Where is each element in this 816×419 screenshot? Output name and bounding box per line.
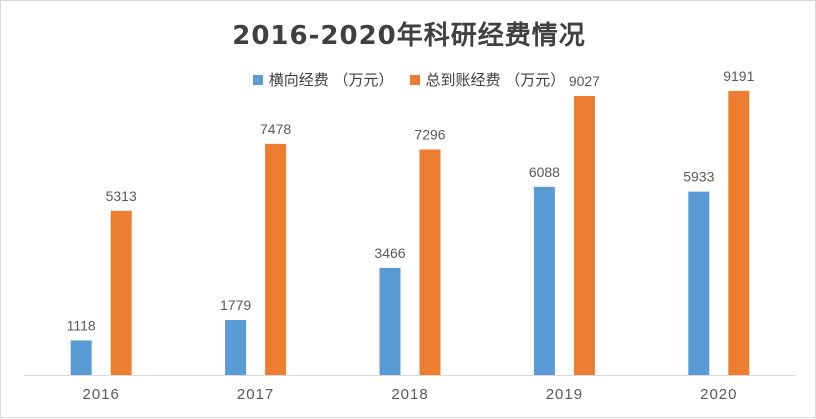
legend-label-series-2: 总到账经费 （万元）: [425, 71, 566, 89]
x-tick-label: 2016: [83, 386, 120, 403]
chart-title: 2016-2020年科研经费情况: [232, 21, 586, 51]
bar-series-1: [70, 340, 92, 375]
data-label: 9191: [723, 68, 754, 84]
data-label: 7478: [260, 121, 291, 137]
x-tick-label: 2020: [700, 386, 737, 403]
legend: 横向经费 （万元） 总到账经费 （万元）: [1, 69, 816, 90]
data-label: 1118: [67, 317, 96, 333]
data-label: 3466: [374, 245, 405, 261]
data-label: 7296: [414, 126, 445, 142]
x-tick-label: 2019: [546, 386, 583, 403]
bar-series-2: [573, 95, 595, 375]
legend-swatch-series-2: [409, 74, 420, 85]
bar-series-1: [379, 267, 401, 375]
data-label: 6088: [529, 164, 560, 180]
bar-series-2: [265, 143, 287, 375]
data-label: 5933: [683, 169, 714, 185]
x-tick-label: 2017: [237, 386, 274, 403]
bar-series-1: [225, 320, 247, 375]
legend-item-series-2: 总到账经费 （万元）: [409, 69, 566, 90]
x-tick-label: 2018: [391, 386, 428, 403]
data-label: 5313: [106, 188, 137, 204]
bar-series-1: [688, 191, 710, 375]
legend-label-series-1: 横向经费 （万元）: [268, 71, 394, 89]
legend-item-series-1: 横向经费 （万元）: [252, 69, 394, 90]
bar-series-2: [419, 149, 441, 375]
data-label: 9027: [569, 73, 600, 89]
legend-swatch-series-1: [252, 74, 263, 85]
data-label: 1779: [220, 297, 251, 313]
bar-series-2: [728, 90, 750, 375]
bar-series-1: [533, 186, 555, 375]
bar-series-2: [110, 210, 132, 375]
